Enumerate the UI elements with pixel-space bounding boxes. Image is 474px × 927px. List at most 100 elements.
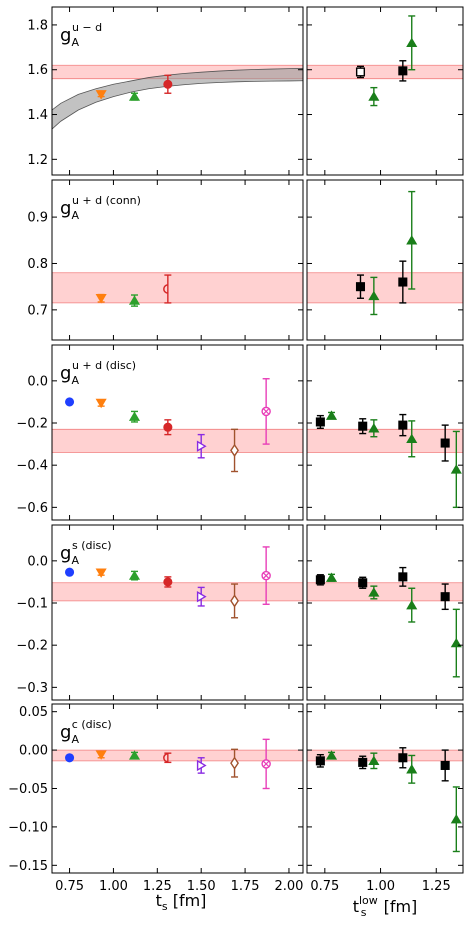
left-x-tick-label: 0.75 (55, 879, 84, 894)
panel-label: gAu − d (60, 21, 102, 49)
diamond-marker (230, 443, 239, 458)
panel-frame (51, 6, 304, 176)
y-tick-label: −0.2 (16, 417, 48, 432)
panel-label-sup: u − d (72, 21, 102, 34)
left-x-tick-label: 1.25 (143, 879, 172, 894)
square-marker (358, 578, 368, 588)
data-point (368, 585, 380, 600)
panel-left-row-4: 0.05 0.00 −0.05 −0.10 −0.15 gAc (disc) (8, 703, 304, 874)
data-point (230, 428, 239, 473)
fit-curve-band (52, 68, 303, 130)
left-x-axis-label: ts [fm] (156, 891, 207, 913)
data-point (368, 86, 380, 107)
y-tick-label: 1.8 (27, 18, 48, 33)
y-tick-label: 0.9 (27, 211, 48, 226)
panel-plot-area (52, 64, 303, 130)
data-point (358, 418, 368, 435)
result-band (307, 582, 463, 601)
panel-plot-area (307, 747, 463, 853)
data-point (163, 576, 173, 588)
tri_up-marker (325, 572, 338, 582)
diamond-marker (230, 756, 239, 770)
panel-plot-area (52, 272, 303, 307)
data-point (163, 752, 172, 764)
y-tick-label: 1.2 (27, 153, 48, 168)
y-tick-label: −0.15 (8, 859, 48, 874)
data-point (95, 90, 107, 100)
data-point (355, 274, 366, 299)
result-band (52, 750, 303, 761)
panel-label: gAu + d (disc) (60, 359, 136, 387)
data-point (128, 570, 141, 581)
panel-label-main: g (60, 543, 71, 564)
tri_up-marker (128, 295, 141, 305)
panel-right-row-3 (306, 524, 464, 701)
data-point (261, 738, 271, 790)
right-x-tick-label: 1.25 (422, 879, 451, 894)
result-band (307, 429, 463, 453)
data-point (95, 750, 107, 760)
panel-label-main: g (60, 198, 71, 219)
panel-frame (306, 6, 464, 176)
data-point (325, 410, 338, 420)
tri_up-marker (368, 91, 380, 101)
panel-frame (306, 344, 464, 521)
data-point (368, 419, 380, 438)
panel-plot-area (307, 410, 463, 509)
y-tick-label: 0.7 (27, 303, 48, 318)
data-point (368, 752, 380, 770)
panel-frame (51, 179, 304, 341)
data-point (325, 572, 338, 582)
data-point (406, 587, 418, 623)
y-tick-label: 1.4 (27, 108, 48, 123)
data-point (230, 583, 239, 619)
panel-plot-area (52, 738, 303, 790)
data-point (450, 786, 462, 853)
panel-label-sup: s (disc) (72, 539, 112, 552)
data-point (398, 60, 408, 82)
data-point (440, 424, 450, 462)
tri_down-marker (95, 90, 107, 100)
data-point (315, 414, 325, 429)
left-x-tick-label: 1.50 (187, 879, 216, 894)
tri_up-marker (128, 411, 141, 421)
y-tick-label: −0.10 (8, 820, 48, 835)
square-marker (355, 282, 366, 292)
right-x-axis-label: tlow s [fm] (353, 894, 418, 919)
panel-label: gAu + d (conn) (60, 194, 141, 222)
tri_down-marker (95, 750, 107, 760)
y-tick-label: −0.05 (8, 782, 48, 797)
data-point (163, 274, 172, 304)
tri_up-marker (325, 750, 338, 760)
panel-label-main: g (60, 363, 71, 384)
data-point (196, 757, 207, 774)
data-point (261, 378, 271, 445)
panel-label-sub: A (71, 209, 79, 222)
data-point (398, 747, 408, 769)
panel-left-row-3: 0.0 −0.1 −0.2 −0.3 gAs (disc) (16, 524, 304, 701)
tri_up-marker (368, 423, 380, 433)
data-point (355, 65, 366, 79)
circle_half-marker (163, 422, 173, 432)
tri_up-marker (368, 755, 380, 766)
circle_half-marker (163, 284, 168, 294)
data-point (261, 546, 271, 605)
data-point (128, 91, 141, 101)
panel-frame (51, 344, 304, 521)
data-point (128, 294, 141, 307)
panel-frame (306, 524, 464, 701)
tri_up-marker (406, 599, 418, 610)
tri_up-marker (406, 235, 418, 245)
circle_half-marker (163, 79, 173, 89)
result-band (52, 272, 303, 303)
data-point (450, 608, 462, 678)
panel-label-sup: u + d (conn) (72, 194, 141, 207)
right-x-tick-label: 1.00 (366, 879, 395, 894)
circle-marker (65, 567, 75, 577)
result-band (307, 272, 463, 303)
result-band (307, 750, 463, 761)
panel-label-sub: A (71, 554, 79, 567)
data-point (196, 586, 207, 607)
result-band (307, 65, 463, 79)
panel-label: gAs (disc) (60, 539, 112, 567)
